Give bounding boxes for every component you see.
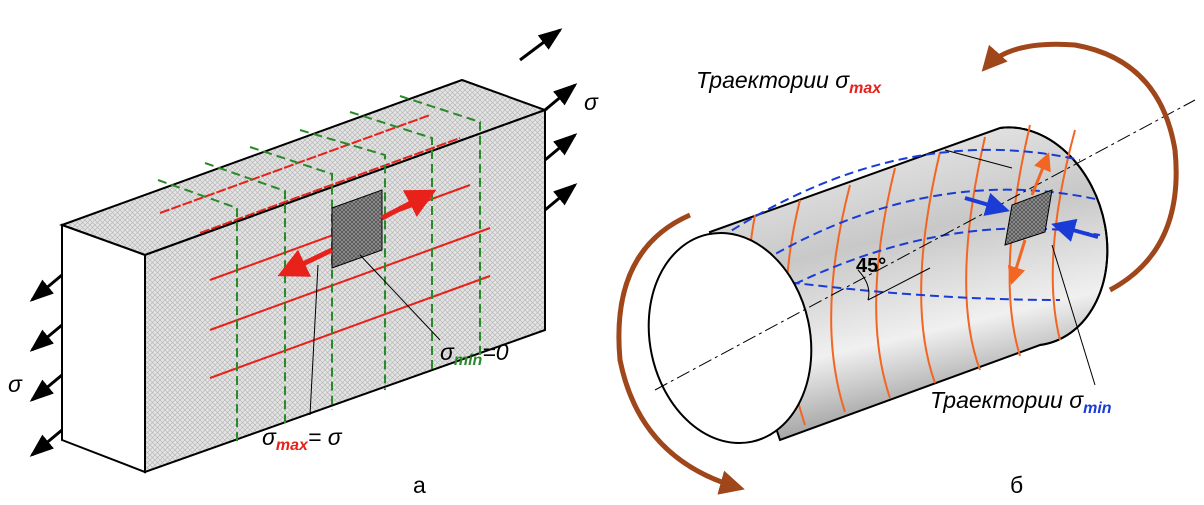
panel-a: σ σ σmin=0 σmax= σ а [8, 30, 599, 498]
subscript: max [849, 80, 882, 97]
angle-label: 45° [856, 255, 886, 277]
suffix: = σ [308, 424, 343, 450]
trajectory-max-label: Траектории σmax [696, 67, 882, 97]
subscript: min [1083, 400, 1112, 417]
panel-label: б [1010, 472, 1023, 498]
symbol: σ [440, 339, 455, 365]
text: Траектории σ [930, 387, 1084, 413]
diagram: σ σ σmin=0 σmax= σ а Траектории σmax Тра… [0, 0, 1204, 500]
panel-label: а [413, 472, 426, 498]
suffix: =0 [482, 339, 508, 365]
panel-b: Траектории σmax Траектории σmin 45° б [619, 44, 1195, 498]
subscript: max [276, 437, 309, 454]
sigma: σ [8, 371, 23, 397]
symbol: σ [262, 424, 277, 450]
sigma: σ [584, 89, 599, 115]
text: Траектории σ [696, 67, 850, 93]
subscript: min [454, 352, 483, 369]
sigma-max-label: σmax= σ [262, 424, 343, 454]
trajectory-min-label: Траектории σmin [930, 387, 1112, 417]
box-end [62, 225, 145, 472]
